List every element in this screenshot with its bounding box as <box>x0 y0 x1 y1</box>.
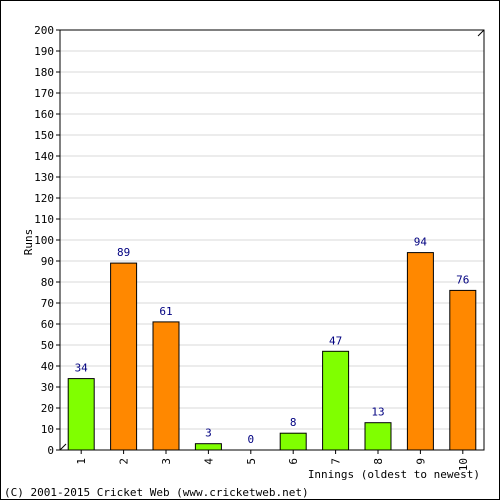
plot-depth-edge-bottom <box>59 443 67 451</box>
y-tick-label: 140 <box>34 150 54 163</box>
data-label: 61 <box>159 305 172 318</box>
copyright-footer: (C) 2001-2015 Cricket Web (www.cricketwe… <box>4 486 309 499</box>
y-tick-label: 60 <box>41 318 54 331</box>
x-axis-label: Innings (oldest to newest) <box>308 468 480 481</box>
y-tick-label: 10 <box>41 423 54 436</box>
plot-frame <box>59 29 485 451</box>
y-tick-label: 100 <box>34 234 54 247</box>
data-label: 13 <box>371 406 384 419</box>
x-tick-label: 2 <box>118 458 131 465</box>
x-tick-label: 4 <box>202 458 215 465</box>
y-tick-label: 130 <box>34 171 54 184</box>
y-axis-ticks: 0 10 20 30 40 50 60 70 80 90 100 110 120 130 140 150 160… <box>34 24 60 457</box>
data-label: 0 <box>247 433 254 446</box>
x-tick-label: 7 <box>330 458 343 465</box>
y-tick-label: 50 <box>41 339 54 352</box>
y-tick-label: 80 <box>41 276 54 289</box>
bar-innings-4 <box>194 443 222 451</box>
y-tick-label: 40 <box>41 360 54 373</box>
x-axis-ticks: 1 2 3 4 5 6 7 8 9 10 <box>75 450 470 471</box>
y-tick-label: 150 <box>34 129 54 142</box>
bar-innings-3 <box>152 321 180 451</box>
data-label: 47 <box>329 334 342 347</box>
y-tick-label: 110 <box>34 213 54 226</box>
y-tick-label: 180 <box>34 66 54 79</box>
x-tick-label: 1 <box>75 458 88 465</box>
bar-innings-1 <box>67 378 95 451</box>
data-label: 3 <box>205 427 212 440</box>
data-label: 8 <box>290 416 297 429</box>
bar-innings-9 <box>406 252 434 451</box>
x-tick-label: 6 <box>287 458 300 465</box>
data-label: 34 <box>75 362 89 375</box>
bar-innings-7 <box>322 350 350 451</box>
x-tick-label: 5 <box>245 458 258 465</box>
bar-innings-8 <box>364 422 392 451</box>
y-tick-label: 0 <box>47 444 54 457</box>
bars <box>67 252 477 451</box>
plot-depth-edge-right <box>477 29 485 37</box>
y-axis-label: Runs <box>22 229 35 256</box>
data-labels: 34 89 61 3 0 8 47 13 94 76 <box>75 236 470 446</box>
y-tick-label: 200 <box>34 24 54 37</box>
x-tick-label: 10 <box>457 458 470 471</box>
bar-innings-10 <box>449 289 477 451</box>
data-label: 94 <box>414 236 428 249</box>
data-label: 76 <box>456 273 469 286</box>
y-tick-label: 30 <box>41 381 54 394</box>
y-tick-label: 190 <box>34 45 54 58</box>
y-tick-label: 120 <box>34 192 54 205</box>
y-tick-label: 20 <box>41 402 54 415</box>
y-tick-label: 70 <box>41 297 54 310</box>
y-tick-label: 160 <box>34 108 54 121</box>
y-tick-label: 170 <box>34 87 54 100</box>
bar-innings-6 <box>279 432 307 451</box>
x-tick-label: 9 <box>414 458 427 465</box>
bar-innings-2 <box>110 262 138 451</box>
x-tick-label: 3 <box>160 458 173 465</box>
y-tick-label: 90 <box>41 255 54 268</box>
x-tick-label: 8 <box>372 458 385 465</box>
data-label: 89 <box>117 246 130 259</box>
